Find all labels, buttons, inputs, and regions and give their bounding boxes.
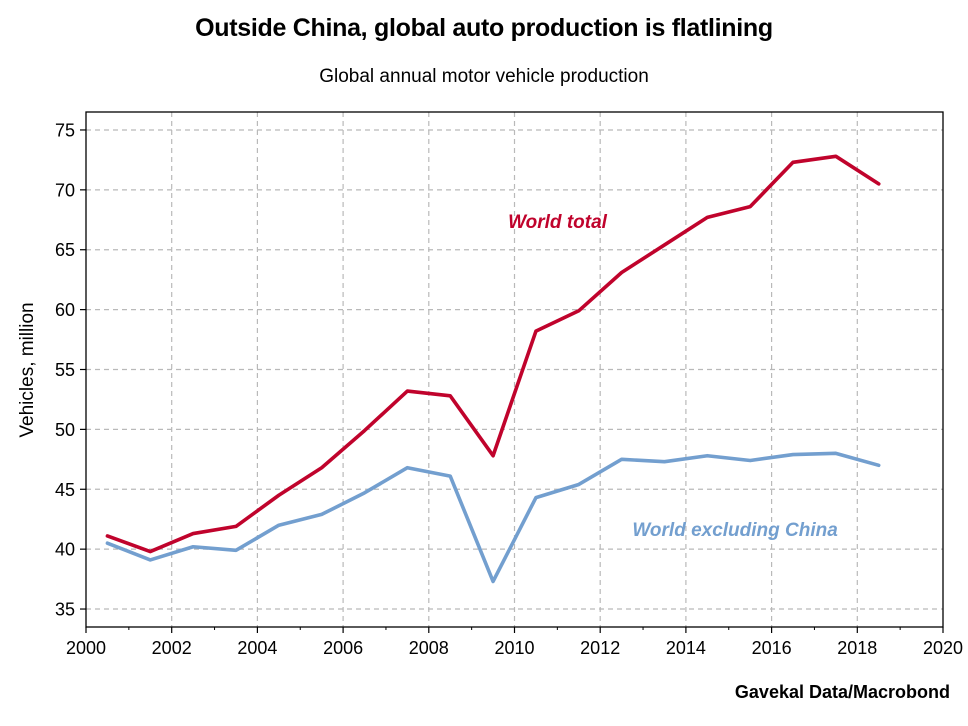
y-axis-title: Vehicles, million [17,302,38,437]
series-world-ex-china-line [105,451,881,584]
y-tick-label: 60 [55,300,75,320]
chart-title: Outside China, global auto production is… [195,14,773,42]
series-world-total-line [105,154,881,554]
x-tick-label: 2020 [923,638,963,658]
x-tick-label: 2010 [494,638,534,658]
y-tick-label: 70 [55,180,75,200]
x-tick-label: 2012 [580,638,620,658]
annotation-world-ex-china: World excluding China [632,520,838,541]
x-tick-label: 2014 [666,638,706,658]
x-tick-label: 2004 [237,638,277,658]
y-tick-label: 45 [55,480,75,500]
annotation-world-total: World total [508,212,608,233]
x-tick-label: 2000 [66,638,106,658]
chart-subtitle: Global annual motor vehicle production [319,66,649,87]
source-note: Gavekal Data/Macrobond [734,682,950,702]
y-tick-label: 35 [55,600,75,620]
axes: 35 40 45 50 55 60 65 70 75 2000 2002 2004 2006 2008 20… [55,111,963,658]
x-tick-label: 2016 [752,638,792,658]
y-tick-label: 65 [55,240,75,260]
y-tick-label: 55 [55,360,75,380]
y-tick-label: 40 [55,540,75,560]
plot-frame [85,111,944,628]
y-tick-label: 50 [55,420,75,440]
x-tick-label: 2008 [409,638,449,658]
x-tick-label: 2002 [152,638,192,658]
grid-lines [86,112,943,627]
x-tick-label: 2018 [837,638,877,658]
x-tick-label: 2006 [323,638,363,658]
series-lines [105,154,881,584]
series-annotations: World total World excluding China [508,212,838,541]
y-tick-label: 75 [55,120,75,140]
